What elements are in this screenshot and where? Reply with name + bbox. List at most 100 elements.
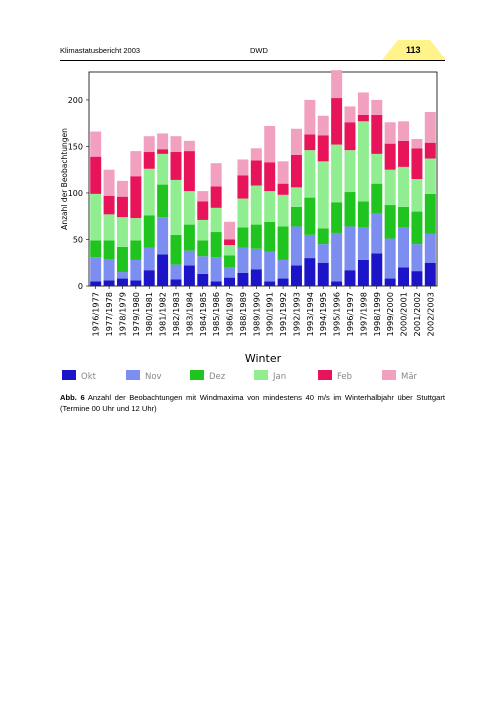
x-tick-label: 1980/1981	[144, 292, 154, 336]
bar-segment-okt	[130, 280, 142, 286]
bar-segment-feb	[250, 160, 262, 186]
bar-segment-feb	[116, 196, 128, 218]
bar-segment-nov	[210, 257, 222, 282]
bar-segment-feb	[197, 201, 209, 220]
bar-segment-jan	[130, 218, 142, 241]
bar-segment-feb	[157, 149, 169, 154]
bar-segment-feb	[183, 151, 195, 192]
bar-segment-feb	[344, 122, 356, 151]
legend-label: Nov	[145, 372, 162, 382]
bar-segment-nov	[250, 248, 262, 270]
bar-segment-feb	[290, 154, 302, 188]
bar-segment-jan	[331, 144, 343, 203]
legend-swatch-mär	[382, 370, 396, 380]
x-tick-label: 1997/1998	[358, 292, 368, 336]
bar-segment-nov	[411, 244, 423, 272]
bar-segment-nov	[197, 256, 209, 274]
bar-segment-feb	[398, 140, 410, 167]
x-tick-label: 1994/1995	[318, 292, 328, 336]
bar-segment-mär	[237, 159, 249, 176]
bar-segment-feb	[130, 176, 142, 219]
bar-segment-jan	[398, 166, 410, 207]
page-number-tab-shape	[382, 40, 446, 60]
bar-segment-okt	[304, 258, 316, 286]
page-number-tab	[382, 40, 446, 60]
bar-segment-jan	[411, 179, 423, 212]
bar-segment-mär	[224, 221, 236, 240]
bar-segment-okt	[411, 271, 423, 286]
bar-segment-okt	[424, 262, 436, 286]
bar-segment-nov	[157, 217, 169, 255]
x-tick-label: 1998/1999	[372, 292, 382, 336]
bar-segment-mär	[197, 191, 209, 202]
bar-segment-jan	[116, 217, 128, 247]
x-tick-label: 1991/1992	[278, 292, 288, 336]
bar-segment-mär	[398, 121, 410, 141]
bar-segment-mär	[90, 131, 102, 157]
legend-label: Mär	[401, 372, 418, 382]
bar-segment-feb	[317, 135, 329, 162]
bar-segment-mär	[116, 180, 128, 197]
x-tick-label: 1976/1977	[91, 292, 101, 336]
bar-segment-mär	[304, 99, 316, 135]
bar-segment-feb	[170, 152, 182, 180]
caption-label: Abb. 6	[60, 393, 85, 402]
bar-segment-okt	[317, 262, 329, 286]
bar-segment-jan	[197, 219, 209, 241]
bar-segment-okt	[116, 278, 128, 286]
bar-segment-mär	[130, 151, 142, 177]
bar-segment-dez	[170, 234, 182, 265]
bar-segment-jan	[344, 150, 356, 193]
bar-segment-nov	[290, 226, 302, 266]
bar-segment-mär	[157, 133, 169, 150]
bar-segment-mär	[371, 99, 383, 115]
figure-caption: Abb. 6 Anzahl der Beobachtungen mit Wind…	[60, 393, 445, 414]
bar-segment-nov	[398, 227, 410, 268]
legend-swatch-dez	[190, 370, 204, 380]
bar-segment-nov	[331, 232, 343, 282]
bar-segment-okt	[90, 281, 102, 286]
x-tick-label: 1985/1986	[211, 292, 221, 336]
bar-segment-dez	[304, 197, 316, 235]
bar-segment-feb	[357, 114, 369, 122]
bar-segment-dez	[411, 211, 423, 245]
bar-segment-dez	[143, 215, 155, 248]
bar-segment-okt	[264, 281, 276, 286]
bar-segment-jan	[250, 185, 262, 225]
bar-segment-nov	[304, 234, 316, 259]
bar-segment-jan	[224, 245, 236, 256]
bar-segment-feb	[371, 114, 383, 154]
bar-segment-okt	[210, 281, 222, 286]
x-tick-label: 1981/1982	[158, 292, 168, 336]
x-tick-label: 1986/1987	[225, 292, 235, 336]
stacked-bar-chart: 1976/1977 1977/1978 1978/1979 1979/1980 1980…	[60, 70, 438, 382]
bar-segment-dez	[237, 227, 249, 248]
bar-segment-mär	[103, 169, 115, 196]
bar-segment-nov	[183, 250, 195, 266]
bar-segment-jan	[103, 214, 115, 241]
bar-segment-feb	[224, 239, 236, 246]
bar-segment-dez	[130, 240, 142, 260]
legend-swatch-okt	[62, 370, 76, 380]
bar-segment-jan	[357, 121, 369, 202]
x-tick-label: 1979/1980	[131, 292, 141, 336]
y-tick-label: 200	[68, 96, 83, 105]
legend-swatch-feb	[318, 370, 332, 380]
x-tick-label: 2001/2002	[412, 292, 422, 336]
bar-segment-dez	[344, 192, 356, 227]
bar-segment-mär	[143, 136, 155, 153]
bar-segment-nov	[116, 272, 128, 279]
bar-segment-mär	[170, 136, 182, 153]
bar-segment-mär	[183, 140, 195, 152]
bar-segment-jan	[277, 194, 289, 227]
bar-segment-nov	[130, 259, 142, 281]
bar-segment-okt	[371, 253, 383, 286]
bar-segment-okt	[250, 269, 262, 286]
bar-segment-jan	[384, 169, 396, 206]
x-tick-label: 2000/2001	[399, 292, 409, 336]
bar-segment-dez	[183, 224, 195, 251]
bar-segment-okt	[398, 267, 410, 286]
bar-segment-feb	[424, 142, 436, 159]
bar-segment-nov	[317, 244, 329, 263]
x-tick-label: 1983/1984	[184, 292, 194, 336]
